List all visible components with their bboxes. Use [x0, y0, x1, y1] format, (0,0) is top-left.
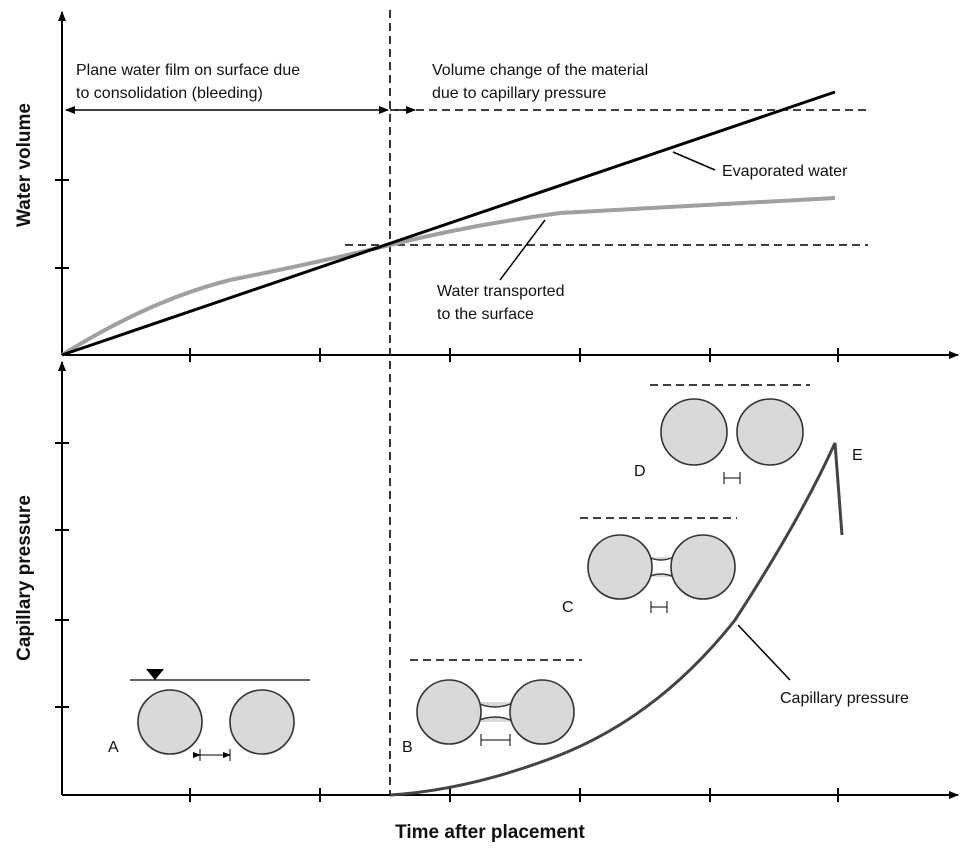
particles [130, 384, 810, 761]
stage-label: A [108, 739, 119, 756]
y-label: Water volume [14, 103, 35, 227]
stage-label: D [634, 463, 646, 480]
annotation: Capillary pressure [780, 690, 909, 707]
annotation: Evaporated water [722, 163, 848, 180]
axes [55, 11, 959, 802]
leader [499, 151, 716, 281]
evaporated-line [61, 90, 836, 357]
annotation: Volume change of the material [432, 62, 648, 79]
stage-label: E [852, 447, 863, 464]
annotation: due to capillary pressure [432, 85, 606, 102]
y-label: Capillary pressure [14, 495, 35, 661]
annotation: to consolidation (bleeding) [76, 85, 263, 102]
annotation: Water transported [437, 283, 564, 300]
transported-curve [60, 196, 836, 357]
capillary-curve [389, 442, 844, 797]
x-label: Time after placement [395, 822, 585, 843]
annotation: to the surface [437, 306, 534, 323]
stage-label: B [402, 739, 413, 756]
stage-label: C [562, 599, 574, 616]
annotation: Plane water film on surface due [76, 62, 300, 79]
leader [737, 624, 791, 681]
